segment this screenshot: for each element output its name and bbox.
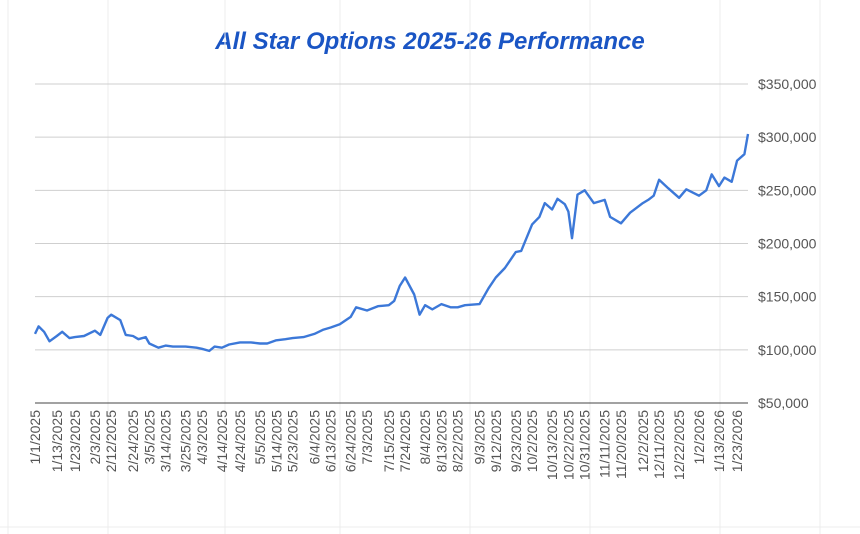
chart-title: All Star Options 2025-26 Performance [215,28,645,55]
x-tick-label: 8/13/2025 [433,410,449,472]
y-tick-label: $150,000 [758,289,817,305]
series-line [33,133,750,353]
x-tick-label: 9/23/2025 [508,410,524,472]
y-tick-label: $350,000 [758,76,817,92]
x-tick-label: 1/2/2026 [691,410,707,465]
x-tick-label: 11/20/2025 [613,410,629,479]
y-tick-label: $200,000 [758,236,817,252]
x-tick-label: 9/3/2025 [471,410,487,465]
x-tick-label: 1/13/2026 [711,410,727,472]
x-tick-label: 5/5/2025 [252,410,268,465]
x-tick-label: 2/24/2025 [125,410,141,472]
x-tick-label: 6/24/2025 [343,410,359,472]
x-tick-label: 7/15/2025 [381,410,397,472]
x-tick-label: 3/14/2025 [158,410,174,472]
y-tick-label: $50,000 [758,395,809,411]
x-tick-label: 2/12/2025 [103,410,119,472]
x-tick-label: 1/13/2025 [49,410,65,472]
x-tick-label: 7/3/2025 [359,410,375,465]
x-tick-label: 2/3/2025 [87,410,103,465]
y-axis: $50,000 $100,000 $150,000 $200,000 $250,000 $… [758,76,817,411]
x-tick-label: 8/4/2025 [417,410,433,465]
series-layer [33,133,750,353]
x-tick-label: 5/23/2025 [285,410,301,472]
grid-layer [35,83,748,404]
y-tick-label: $300,000 [758,129,817,145]
x-tick-label: 4/14/2025 [214,410,230,472]
x-tick-label: 4/24/2025 [232,410,248,472]
x-tick-label: 1/23/2025 [67,410,83,472]
x-tick-label: 12/2/2025 [635,410,651,472]
x-tick-label: 6/4/2025 [306,410,322,465]
x-tick-label: 12/22/2025 [671,410,687,480]
x-tick-label: 1/23/2026 [729,410,745,472]
y-tick-label: $250,000 [758,182,817,198]
x-tick-label: 6/13/2025 [323,410,339,472]
x-tick-label: 10/31/2025 [577,410,593,480]
x-tick-label: 12/11/2025 [651,410,667,479]
x-tick-label: 10/22/2025 [560,410,576,480]
x-tick-label: 7/24/2025 [397,410,413,472]
x-tick-label: 3/25/2025 [178,410,194,472]
y-tick-label: $100,000 [758,342,817,358]
x-tick-label: 3/5/2025 [141,410,157,465]
x-tick-label: 9/12/2025 [488,410,504,472]
x-tick-label: 4/3/2025 [194,410,210,465]
x-axis: 1/1/2025 1/13/2025 1/23/2025 2/3/2025 2/12/2… [27,410,745,480]
x-tick-label: 10/2/2025 [524,410,540,472]
x-tick-label: 5/14/2025 [268,410,284,472]
x-tick-label: 10/13/2025 [544,410,560,480]
x-tick-label: 8/22/2025 [450,410,466,472]
x-tick-label: 11/11/2025 [597,410,613,478]
x-tick-label: 1/1/2025 [27,410,43,465]
